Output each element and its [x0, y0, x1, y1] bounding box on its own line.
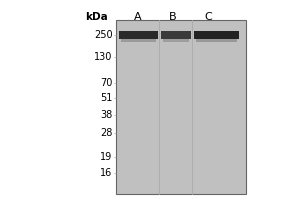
Bar: [121, 39, 155, 42]
Bar: [118, 31, 158, 39]
Bar: [160, 31, 190, 39]
Text: 250: 250: [94, 30, 112, 40]
Text: B: B: [169, 12, 176, 22]
Bar: [196, 39, 236, 42]
Text: 28: 28: [100, 128, 112, 138]
Text: A: A: [134, 12, 142, 22]
Text: 51: 51: [100, 93, 112, 103]
Text: kDa: kDa: [85, 12, 108, 22]
Text: 70: 70: [100, 78, 112, 88]
Text: 38: 38: [100, 110, 112, 120]
Text: 16: 16: [100, 168, 112, 178]
Text: 130: 130: [94, 52, 112, 62]
Bar: [116, 20, 246, 194]
Bar: [163, 39, 188, 42]
Text: C: C: [205, 12, 212, 22]
Bar: [194, 31, 238, 39]
Text: 19: 19: [100, 152, 112, 162]
